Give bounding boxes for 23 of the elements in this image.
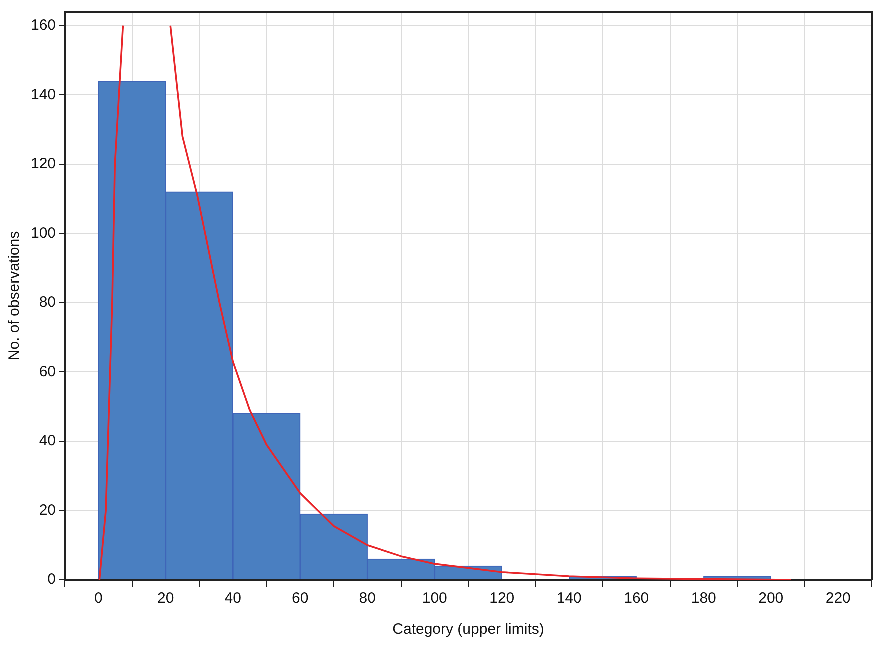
x-tick-label: 0 [94,590,103,608]
y-tick-label: 40 [39,432,56,450]
y-tick-label: 80 [39,294,56,312]
x-tick-label: 180 [691,590,716,608]
x-tick-label: 160 [624,590,650,608]
y-tick-label: 20 [39,502,56,519]
y-tick-label: 160 [30,16,56,34]
y-tick-label: 100 [30,224,56,242]
x-tick-label: 80 [359,590,376,608]
y-tick-label: 140 [30,86,56,104]
y-tick-label: 120 [30,156,56,173]
y-tick-label: 60 [39,363,56,380]
x-tick-label: 100 [422,590,448,608]
y-axis-title: No. of observations [6,231,24,361]
x-tick-label: 40 [224,590,242,608]
x-tick-label: 20 [158,590,174,608]
x-tick-label: 200 [758,590,784,608]
x-tick-label: 120 [490,590,515,608]
x-tick-label: 220 [826,590,851,608]
x-tick-label: 60 [292,590,309,608]
x-axis-title: Category (upper limits) [392,621,544,638]
x-tick-label: 140 [556,590,582,608]
y-tick-label: 0 [48,571,56,588]
